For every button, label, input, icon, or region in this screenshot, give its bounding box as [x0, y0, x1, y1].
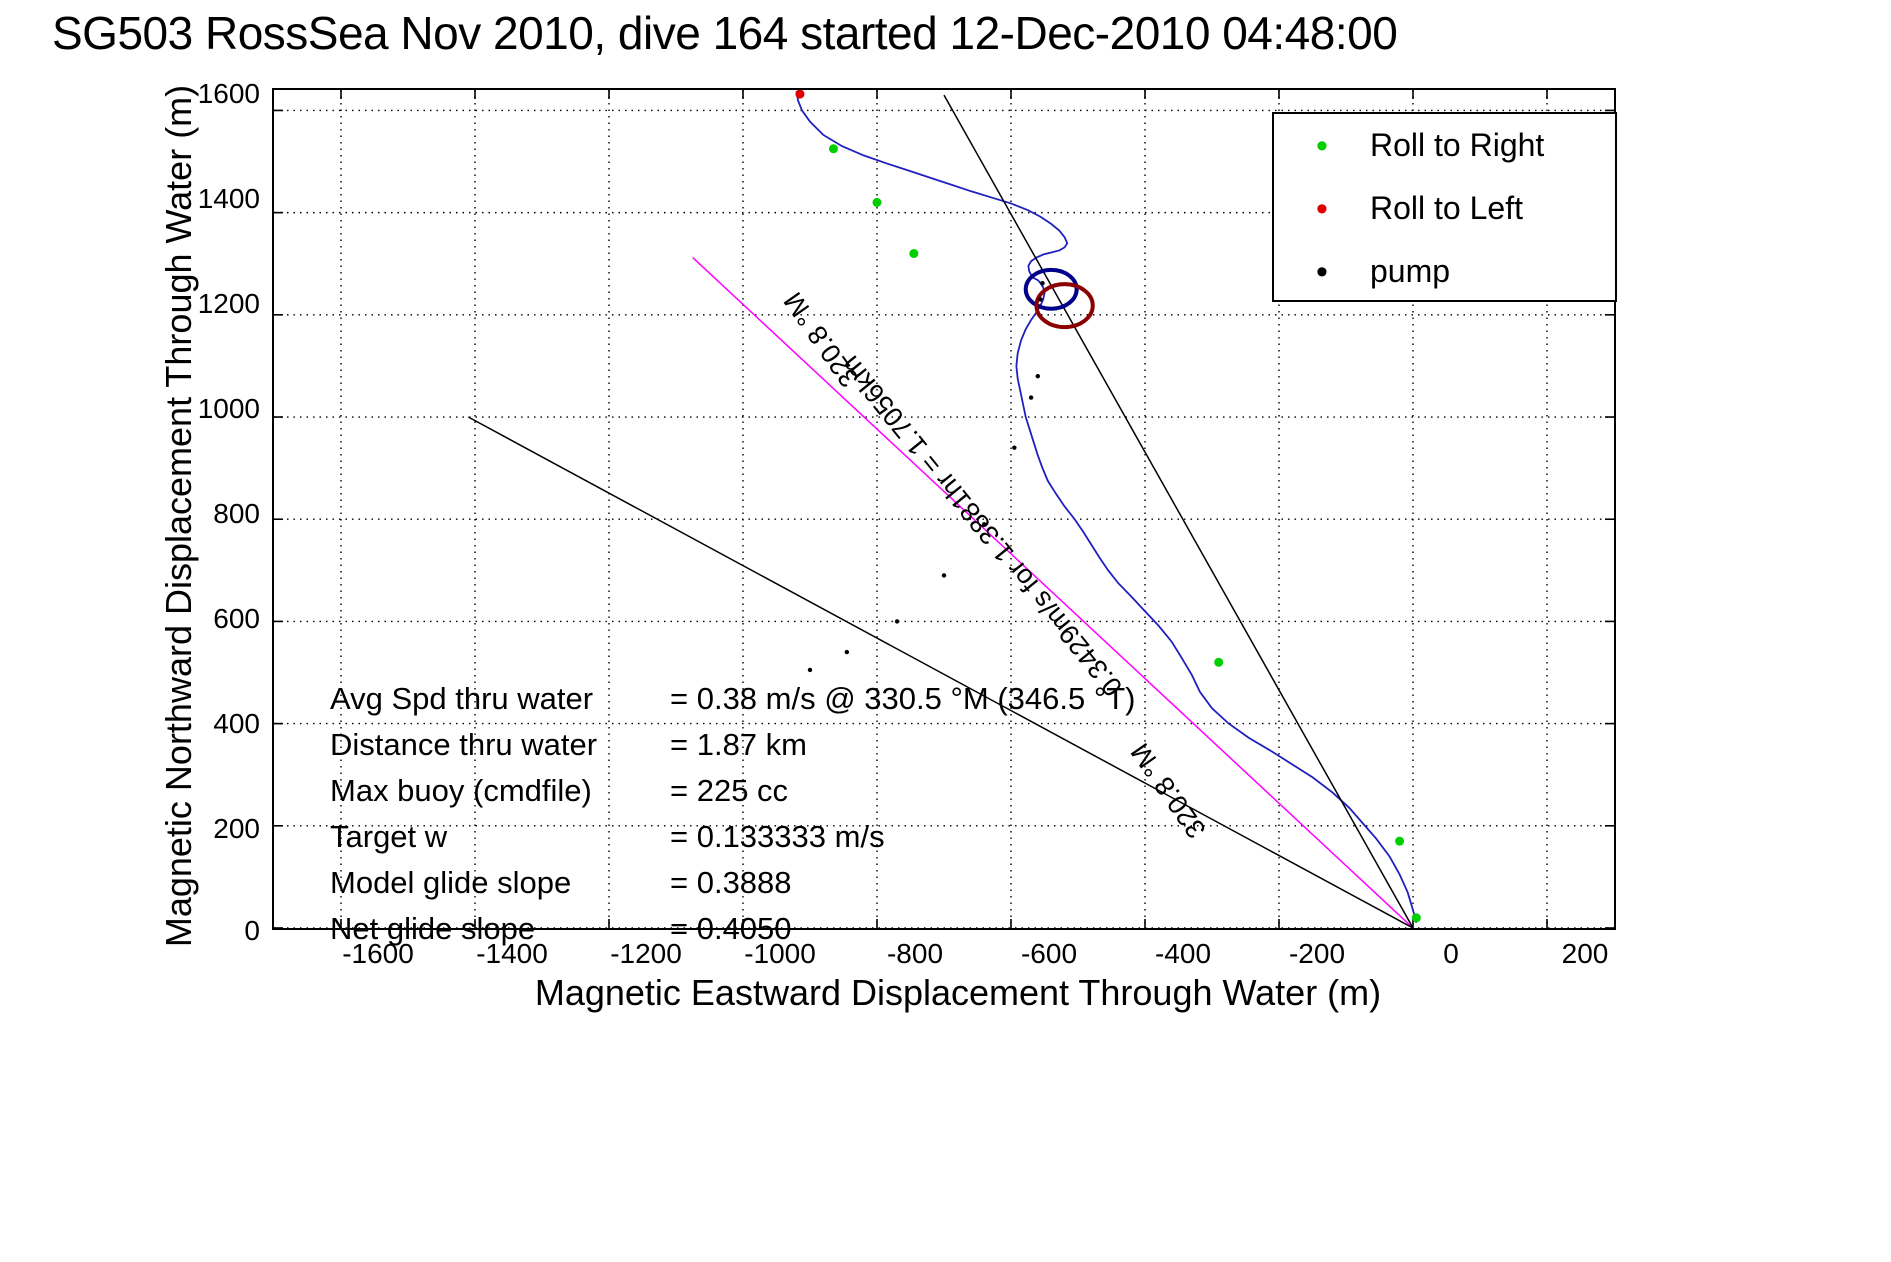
stat-row: Model glide slope = 0.3888: [330, 860, 1135, 906]
plot-svg: [274, 90, 1614, 928]
x-tick-label: -1600: [342, 938, 414, 969]
stat-key: Target w: [330, 819, 448, 854]
stat-value: = 225 cc: [670, 773, 789, 808]
stat-row: Distance thru water = 1.87 km: [330, 722, 1135, 768]
stat-row: Target w = 0.133333 m/s: [330, 814, 1135, 860]
page-title: SG503 RossSea Nov 2010, dive 164 started…: [52, 7, 1398, 59]
stat-value: = 0.133333 m/s: [670, 819, 885, 854]
stat-row: Max buoy (cmdfile) = 225 cc: [330, 768, 1135, 814]
x-tick-label: -200: [1288, 938, 1346, 969]
legend-item-pump[interactable]: • pump: [1316, 252, 1451, 291]
legend-label: Roll to Right: [1370, 127, 1545, 163]
x-tick-label: 200: [1561, 938, 1609, 969]
x-tick-label: -1000: [744, 938, 816, 969]
stat-value: = 0.3888: [670, 865, 792, 900]
y-tick-label: 1400: [197, 183, 260, 214]
legend-label: pump: [1370, 253, 1451, 289]
stat-key: Net glide slope: [330, 911, 536, 946]
x-tick-label: -800: [886, 938, 944, 969]
y-tick-label: 400: [213, 708, 260, 739]
stat-value: = 0.38 m/s @ 330.5 °M (346.5 °T): [670, 681, 1136, 716]
stat-value: = 0.4050: [670, 911, 792, 946]
x-tick-label: -400: [1154, 938, 1212, 969]
legend-item-roll-to-left[interactable]: • Roll to Left: [1316, 189, 1523, 228]
x-tick-label: -1400: [476, 938, 548, 969]
x-tick-label: 0: [1443, 938, 1459, 969]
stat-key: Max buoy (cmdfile): [330, 773, 592, 808]
statistics-block: Avg Spd thru water = 0.38 m/s @ 330.5 °M…: [330, 676, 1135, 952]
event-markers-layer: [795, 90, 1421, 923]
surface-maneuver-circles: [1023, 267, 1095, 330]
legend[interactable]: • Roll to Right • Roll to Left • pump: [1272, 112, 1617, 302]
gridlines: [274, 90, 1614, 928]
stat-key: Distance thru water: [330, 727, 598, 762]
x-axis-label: Magnetic Eastward Displacement Through W…: [534, 972, 1382, 1013]
y-tick-label: 1000: [197, 393, 260, 424]
stat-row: Avg Spd thru water = 0.38 m/s @ 330.5 °M…: [330, 676, 1135, 722]
stat-value: = 1.87 km: [670, 727, 807, 762]
axis-tick-marks: [274, 90, 1614, 928]
stat-key: Avg Spd thru water: [330, 681, 594, 716]
y-tick-label: 800: [213, 498, 260, 529]
plot-canvas: [274, 90, 1614, 928]
y-tick-label: 1600: [197, 78, 260, 109]
data-series-layer: [467, 90, 1418, 928]
y-tick-label: 1200: [197, 288, 260, 319]
legend-label: Roll to Left: [1370, 190, 1523, 226]
stat-row: Net glide slope = 0.4050: [330, 906, 1135, 952]
stat-key: Model glide slope: [330, 865, 572, 900]
y-tick-label: 0: [244, 915, 260, 946]
x-tick-label: -600: [1020, 938, 1078, 969]
y-tick-label: 200: [213, 813, 260, 844]
legend-item-roll-to-right[interactable]: • Roll to Right: [1316, 126, 1545, 165]
y-tick-label: 600: [213, 603, 260, 634]
x-tick-label: -1200: [610, 938, 682, 969]
